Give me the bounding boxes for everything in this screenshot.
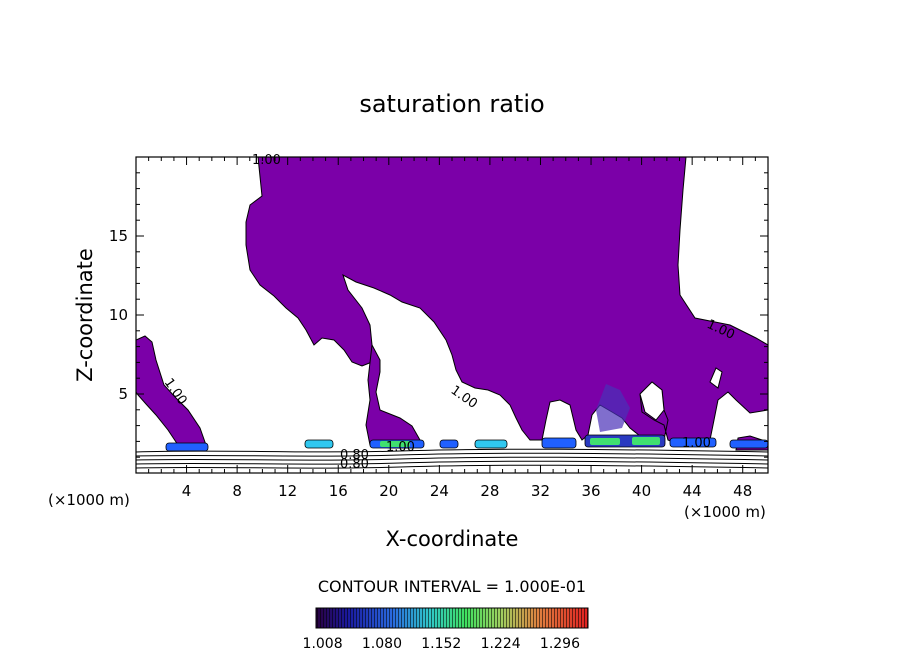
contour-label: 1.00: [386, 440, 415, 455]
colorbar-tick-label: 1.224: [481, 636, 521, 652]
x-tick-label: 8: [232, 482, 242, 500]
y-tick-label: 10: [109, 306, 128, 324]
y-tick-label: 15: [109, 227, 128, 245]
colorbar-tick-label: 1.008: [303, 636, 343, 652]
x-tick-label: 28: [480, 482, 499, 500]
contour-label: 0.80: [340, 448, 369, 463]
x-tick-label: 48: [733, 482, 752, 500]
plot-area: [136, 157, 768, 469]
colorbar-ticks: 1.008 1.080 1.152 1.224 1.296: [303, 636, 581, 652]
subsaturated-pocket: [709, 367, 723, 389]
x-tick-label: 36: [581, 482, 600, 500]
x-tick-label: 4: [182, 482, 192, 500]
cloud-core: [590, 438, 620, 445]
x-unit-label-left: (×1000 m): [48, 491, 130, 509]
cloud-core: [474, 439, 508, 449]
colorbar-tick-label: 1.080: [362, 636, 402, 652]
cloud-core-upper: [596, 384, 630, 432]
y-axis-ticks: 5 10 15: [109, 172, 768, 458]
contour-label: 1.00: [682, 436, 711, 451]
cloud-core: [304, 439, 334, 449]
cloud-core: [380, 441, 410, 447]
colorbar: 1.008 1.080 1.152 1.224 1.296: [303, 607, 589, 652]
cloud-core: [165, 442, 209, 452]
contour-label: 1.00: [252, 153, 281, 168]
cloud-core: [541, 437, 577, 449]
x-axis-label: X-coordinate: [386, 527, 519, 551]
supersaturated-region-column: [365, 343, 421, 449]
x-tick-label: 24: [430, 482, 449, 500]
supersaturated-region-main: [245, 157, 768, 446]
cloud-core: [729, 439, 768, 449]
x-tick-label: 20: [379, 482, 398, 500]
surface-contours: [136, 448, 768, 469]
cloud-core: [669, 437, 717, 448]
x-tick-label: 12: [278, 482, 297, 500]
cloud-core: [439, 439, 459, 449]
x-tick-label: 44: [683, 482, 702, 500]
subsaturated-pocket: [639, 381, 665, 421]
contour-interval-label: CONTOUR INTERVAL = 1.000E-01: [318, 577, 586, 596]
x-tick-label: 16: [329, 482, 348, 500]
y-axis-label: Z-coordinate: [73, 248, 97, 382]
x-unit-label-right: (×1000 m): [684, 503, 766, 521]
x-axis-ticks: 4 8 12 16 20 24 28 32 36 40 44 48: [148, 157, 756, 500]
x-tick-label: 32: [531, 482, 550, 500]
cloud-cores: [165, 384, 768, 452]
colorbar-tick-label: 1.152: [421, 636, 461, 652]
colorbar-tick-label: 1.296: [540, 636, 580, 652]
cloud-core: [632, 437, 660, 445]
x-tick-label: 40: [632, 482, 651, 500]
chart-title: saturation ratio: [359, 90, 544, 118]
colorbar-stripes: [316, 608, 588, 628]
y-tick-label: 5: [118, 385, 128, 403]
contour-label: 0.80: [340, 457, 369, 472]
